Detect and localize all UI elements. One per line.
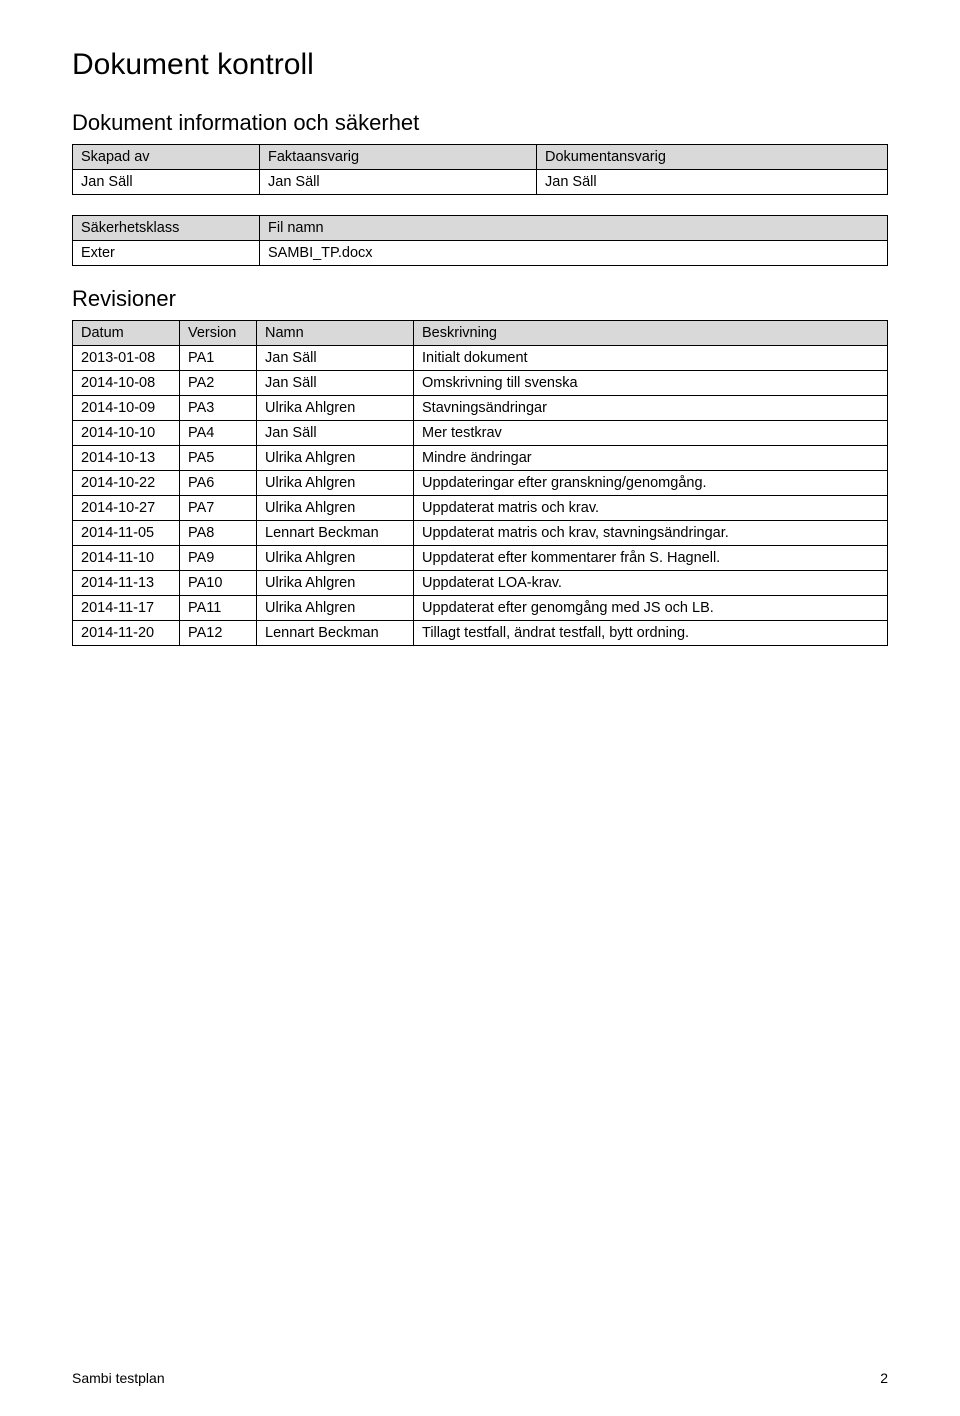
table-cell: Uppdateringar efter granskning/genomgång…: [414, 471, 888, 496]
table-cell: PA1: [180, 346, 257, 371]
table-cell: Jan Säll: [73, 170, 260, 195]
table-cell: PA2: [180, 371, 257, 396]
table-cell: PA5: [180, 446, 257, 471]
table-cell: 2013-01-08: [73, 346, 180, 371]
table-cell: 2014-11-20: [73, 621, 180, 646]
table-row: 2014-11-10PA9Ulrika AhlgrenUppdaterat ef…: [73, 546, 888, 571]
table-row: Exter SAMBI_TP.docx: [73, 241, 888, 266]
table-cell: Tillagt testfall, ändrat testfall, bytt …: [414, 621, 888, 646]
table-cell: PA12: [180, 621, 257, 646]
table-cell: Jan Säll: [257, 371, 414, 396]
table-cell: Ulrika Ahlgren: [257, 446, 414, 471]
table-cell: PA9: [180, 546, 257, 571]
table-cell: Lennart Beckman: [257, 621, 414, 646]
table-cell: Uppdaterat efter genomgång med JS och LB…: [414, 596, 888, 621]
table-cell: Initialt dokument: [414, 346, 888, 371]
table-row: 2014-11-17PA11Ulrika AhlgrenUppdaterat e…: [73, 596, 888, 621]
table-cell: Jan Säll: [257, 346, 414, 371]
table-cell: Exter: [73, 241, 260, 266]
table-row: Jan Säll Jan Säll Jan Säll: [73, 170, 888, 195]
table-cell: Mindre ändringar: [414, 446, 888, 471]
table-cell: PA8: [180, 521, 257, 546]
document-page: Dokument kontroll Dokument information o…: [0, 0, 960, 1416]
table-header-row: Säkerhetsklass Fil namn: [73, 216, 888, 241]
table-cell: PA11: [180, 596, 257, 621]
table-cell: Uppdaterat LOA-krav.: [414, 571, 888, 596]
table-row: 2014-10-10PA4Jan SällMer testkrav: [73, 421, 888, 446]
table-header: Beskrivning: [414, 321, 888, 346]
table-cell: Ulrika Ahlgren: [257, 596, 414, 621]
table-cell: 2014-10-08: [73, 371, 180, 396]
table-cell: 2014-10-13: [73, 446, 180, 471]
table-cell: Ulrika Ahlgren: [257, 546, 414, 571]
page-title: Dokument kontroll: [72, 48, 888, 82]
table-cell: Uppdaterat matris och krav.: [414, 496, 888, 521]
table-header: Fil namn: [260, 216, 888, 241]
table-row: 2013-01-08PA1Jan SällInitialt dokument: [73, 346, 888, 371]
table-cell: PA7: [180, 496, 257, 521]
table-header: Faktaansvarig: [260, 145, 537, 170]
footer-left: Sambi testplan: [72, 1370, 165, 1386]
table-cell: 2014-10-27: [73, 496, 180, 521]
table-row: 2014-10-22PA6Ulrika AhlgrenUppdateringar…: [73, 471, 888, 496]
table-cell: SAMBI_TP.docx: [260, 241, 888, 266]
table-cell: 2014-10-10: [73, 421, 180, 446]
security-table: Säkerhetsklass Fil namn Exter SAMBI_TP.d…: [72, 215, 888, 266]
table-cell: PA3: [180, 396, 257, 421]
table-cell: PA4: [180, 421, 257, 446]
table-header: Datum: [73, 321, 180, 346]
table-header: Skapad av: [73, 145, 260, 170]
table-row: 2014-11-13PA10Ulrika AhlgrenUppdaterat L…: [73, 571, 888, 596]
revisions-table: Datum Version Namn Beskrivning 2013-01-0…: [72, 320, 888, 646]
table-cell: 2014-11-13: [73, 571, 180, 596]
table-cell: 2014-10-09: [73, 396, 180, 421]
footer-page-number: 2: [880, 1370, 888, 1386]
table-row: 2014-10-13PA5Ulrika AhlgrenMindre ändrin…: [73, 446, 888, 471]
table-cell: Omskrivning till svenska: [414, 371, 888, 396]
table-cell: Ulrika Ahlgren: [257, 396, 414, 421]
table-row: 2014-10-27PA7Ulrika AhlgrenUppdaterat ma…: [73, 496, 888, 521]
table-cell: Mer testkrav: [414, 421, 888, 446]
section-heading-info: Dokument information och säkerhet: [72, 110, 888, 136]
table-cell: Uppdaterat matris och krav, stavningsänd…: [414, 521, 888, 546]
table-cell: PA10: [180, 571, 257, 596]
table-cell: 2014-11-05: [73, 521, 180, 546]
table-row: 2014-10-08PA2Jan SällOmskrivning till sv…: [73, 371, 888, 396]
table-row: 2014-11-20PA12Lennart BeckmanTillagt tes…: [73, 621, 888, 646]
table-cell: Jan Säll: [257, 421, 414, 446]
table-cell: Stavningsändringar: [414, 396, 888, 421]
info-table: Skapad av Faktaansvarig Dokumentansvarig…: [72, 144, 888, 195]
page-footer: Sambi testplan 2: [72, 1370, 888, 1386]
table-cell: PA6: [180, 471, 257, 496]
table-cell: Lennart Beckman: [257, 521, 414, 546]
table-cell: Uppdaterat efter kommentarer från S. Hag…: [414, 546, 888, 571]
table-cell: Jan Säll: [260, 170, 537, 195]
table-header: Säkerhetsklass: [73, 216, 260, 241]
table-header: Namn: [257, 321, 414, 346]
table-header: Version: [180, 321, 257, 346]
table-header-row: Datum Version Namn Beskrivning: [73, 321, 888, 346]
table-row: 2014-10-09PA3Ulrika AhlgrenStavningsändr…: [73, 396, 888, 421]
table-header-row: Skapad av Faktaansvarig Dokumentansvarig: [73, 145, 888, 170]
table-cell: 2014-10-22: [73, 471, 180, 496]
table-cell: Ulrika Ahlgren: [257, 496, 414, 521]
table-cell: Jan Säll: [537, 170, 888, 195]
table-cell: Ulrika Ahlgren: [257, 471, 414, 496]
table-row: 2014-11-05PA8Lennart BeckmanUppdaterat m…: [73, 521, 888, 546]
table-cell: 2014-11-10: [73, 546, 180, 571]
section-heading-revisions: Revisioner: [72, 286, 888, 312]
table-header: Dokumentansvarig: [537, 145, 888, 170]
table-cell: 2014-11-17: [73, 596, 180, 621]
table-cell: Ulrika Ahlgren: [257, 571, 414, 596]
